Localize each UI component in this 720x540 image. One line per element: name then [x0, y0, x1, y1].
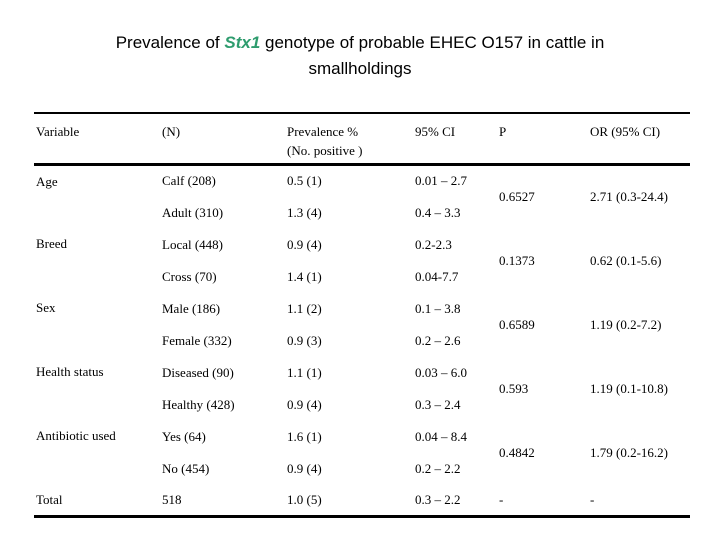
- or-cell: -: [590, 491, 595, 507]
- variable-cell: Sex: [36, 300, 56, 315]
- category-cell: Cross (70): [162, 268, 217, 284]
- prevalence-cell: 0.9 (4): [287, 460, 322, 476]
- p-cell: 0.1373: [499, 252, 535, 268]
- table-row-antibiotic-yes: Antibiotic used Yes (64) 1.6 (1) 0.04 – …: [34, 420, 690, 460]
- header-or: OR (95% CI): [588, 113, 690, 166]
- or-cell: 1.19 (0.1-10.8): [590, 380, 668, 396]
- header-row: Variable (N) Prevalence % (No. positive …: [34, 113, 690, 166]
- variable-cell: Total: [36, 492, 63, 507]
- category-cell: Male (186): [162, 300, 221, 316]
- p-cell: 0.4842: [499, 444, 535, 460]
- header-prevalence: Prevalence % (No. positive ): [285, 113, 413, 166]
- variable-cell: Health status: [36, 364, 104, 379]
- p-cell: 0.6527: [499, 189, 535, 205]
- ci-cell: 0.2-2.3: [415, 236, 452, 252]
- ci-cell: 0.3 – 2.2: [415, 491, 461, 507]
- prevalence-cell: 1.1 (1): [287, 364, 322, 380]
- header-ci: 95% CI: [413, 113, 497, 166]
- category-cell: Local (448): [162, 236, 224, 252]
- prevalence-cell: 0.9 (4): [287, 236, 322, 252]
- ci-cell: 0.2 – 2.2: [415, 460, 461, 476]
- title-line2: smallholdings: [308, 59, 412, 78]
- title-gene-highlight: Stx1: [224, 33, 261, 52]
- category-cell: No (454): [162, 460, 210, 476]
- prevalence-cell: 0.9 (3): [287, 332, 322, 348]
- category-cell: Calf (208): [162, 173, 216, 189]
- prevalence-cell: 1.3 (4): [287, 204, 322, 220]
- table-row-health-healthy: Healthy (428) 0.9 (4) 0.3 – 2.4: [34, 388, 690, 420]
- or-cell: 1.19 (0.2-7.2): [590, 316, 662, 332]
- header-variable: Variable: [34, 113, 160, 166]
- table-row-age-adult: Adult (310) 1.3 (4) 0.4 – 3.3: [34, 196, 690, 228]
- slide-title: Prevalence of Stx1 genotype of probable …: [0, 30, 720, 82]
- prevalence-cell: 0.5 (1): [287, 173, 322, 189]
- ci-cell: 0.03 – 6.0: [415, 364, 467, 380]
- header-n: (N): [160, 113, 285, 166]
- header-prevalence-line2: (No. positive ): [287, 143, 363, 158]
- table-row-breed-local: Breed Local (448) 0.9 (4) 0.2-2.3 0.1373…: [34, 228, 690, 268]
- category-cell: Yes (64): [162, 428, 206, 444]
- category-cell: Adult (310): [162, 204, 224, 220]
- ci-cell: 0.01 – 2.7: [415, 173, 467, 189]
- header-p: P: [497, 113, 588, 166]
- table-row-health-diseased: Health status Diseased (90) 1.1 (1) 0.03…: [34, 356, 690, 396]
- category-cell: Healthy (428): [162, 396, 235, 412]
- prevalence-cell: 1.1 (2): [287, 300, 322, 316]
- p-cell: 0.6589: [499, 316, 535, 332]
- ci-cell: 0.04-7.7: [415, 268, 459, 284]
- ci-cell: 0.2 – 2.6: [415, 332, 461, 348]
- or-cell: 1.79 (0.2-16.2): [590, 444, 668, 460]
- category-cell: Diseased (90): [162, 364, 234, 380]
- title-text-suffix: genotype of probable EHEC O157 in cattle…: [260, 33, 605, 52]
- prevalence-cell: 1.6 (1): [287, 428, 322, 444]
- ci-cell: 0.1 – 3.8: [415, 300, 461, 316]
- ci-cell: 0.04 – 8.4: [415, 428, 467, 444]
- table-row-sex-female: Female (332) 0.9 (3) 0.2 – 2.6: [34, 324, 690, 356]
- table-row-sex-male: Sex Male (186) 1.1 (2) 0.1 – 3.8 0.6589 …: [34, 292, 690, 332]
- table-row-breed-cross: Cross (70) 1.4 (1) 0.04-7.7: [34, 260, 690, 292]
- table-row-antibiotic-no: No (454) 0.9 (4) 0.2 – 2.2: [34, 452, 690, 484]
- p-cell: 0.593: [499, 380, 529, 396]
- prevalence-table: Variable (N) Prevalence % (No. positive …: [34, 112, 690, 518]
- or-cell: 2.71 (0.3-24.4): [590, 189, 668, 205]
- prevalence-cell: 1.4 (1): [287, 268, 322, 284]
- category-cell: Female (332): [162, 332, 232, 348]
- variable-cell: Breed: [36, 236, 68, 251]
- p-cell: -: [499, 491, 504, 507]
- prevalence-cell: 0.9 (4): [287, 396, 322, 412]
- variable-cell: Antibiotic used: [36, 428, 116, 443]
- variable-cell: Age: [36, 173, 58, 189]
- ci-cell: 0.4 – 3.3: [415, 204, 461, 220]
- or-cell: 0.62 (0.1-5.6): [590, 252, 662, 268]
- table-row-age-calf: Age Calf (208) 0.5 (1) 0.01 – 2.7 0.6527…: [34, 164, 690, 204]
- n-cell: 518: [162, 491, 182, 507]
- prevalence-cell: 1.0 (5): [287, 491, 322, 507]
- ci-cell: 0.3 – 2.4: [415, 396, 461, 412]
- table-row-total: Total 518 1.0 (5) 0.3 – 2.2 - -: [34, 484, 690, 516]
- title-text-prefix: Prevalence of: [115, 33, 225, 52]
- header-prevalence-line1: Prevalence %: [287, 124, 359, 139]
